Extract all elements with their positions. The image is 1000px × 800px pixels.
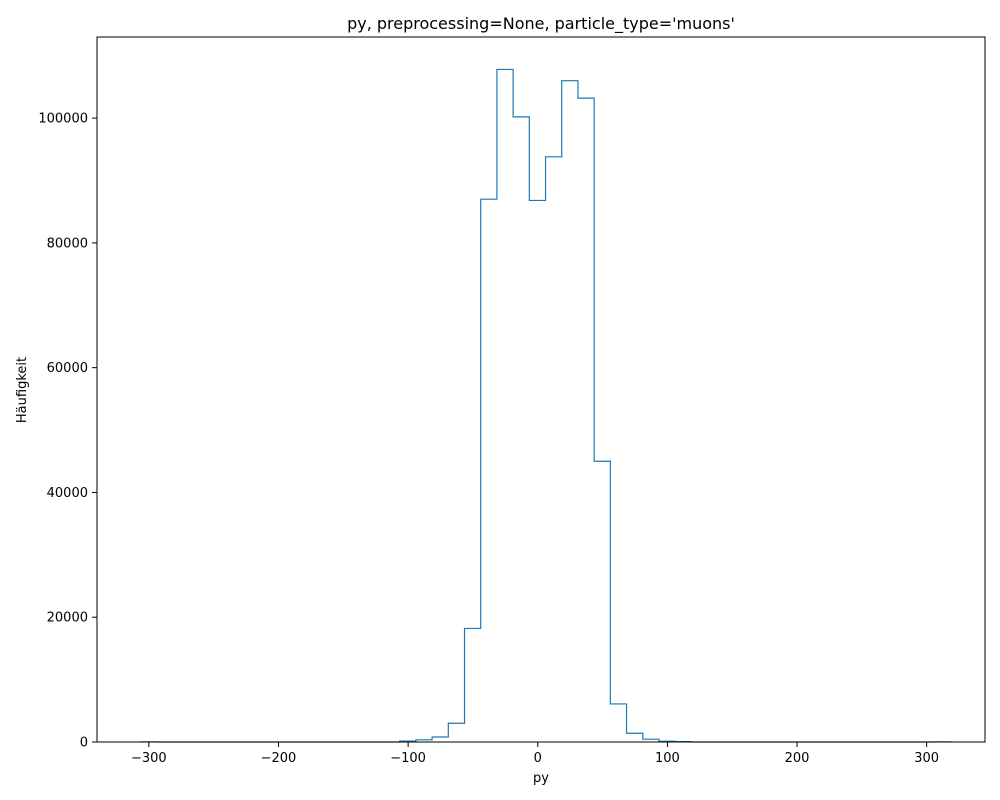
- histogram-bin: [448, 723, 464, 742]
- histogram-bin: [481, 199, 497, 742]
- x-tick-label: 200: [785, 751, 810, 766]
- y-tick-label: 60000: [47, 361, 88, 376]
- y-tick-label: 80000: [47, 236, 88, 251]
- y-axis-ticks: 0 20000 40000 60000 80000 100000: [38, 112, 97, 751]
- histogram-bin: [513, 117, 529, 742]
- histogram-bin: [610, 704, 626, 742]
- x-axis-ticks: −300 −200 −100 0 100 200 300: [131, 742, 939, 766]
- x-tick-label: −300: [131, 751, 167, 766]
- x-tick-label: 300: [914, 751, 939, 766]
- histogram-bin: [594, 461, 610, 742]
- y-tick-label: 100000: [38, 112, 88, 127]
- y-tick-label: 20000: [47, 611, 88, 626]
- x-tick-label: 0: [534, 751, 542, 766]
- histogram-bin: [497, 69, 513, 742]
- chart-title: py, preprocessing=None, particle_type='m…: [347, 14, 735, 34]
- histogram-bin: [465, 628, 481, 742]
- x-tick-label: −200: [261, 751, 297, 766]
- x-tick-label: 100: [655, 751, 680, 766]
- y-tick-label: 0: [80, 736, 88, 751]
- histogram-bin: [562, 81, 578, 742]
- histogram-bin: [432, 737, 448, 742]
- histogram-bin: [627, 733, 643, 742]
- histogram-bin: [529, 200, 545, 742]
- x-axis-label: py: [533, 771, 549, 786]
- histogram-bin: [578, 98, 594, 742]
- y-tick-label: 40000: [47, 486, 88, 501]
- x-tick-label: −100: [390, 751, 426, 766]
- histogram-step-line: [139, 68, 952, 743]
- plot-frame: [96, 36, 986, 743]
- y-axis-label: Häufigkeit: [15, 357, 30, 423]
- histogram-bin: [546, 157, 562, 742]
